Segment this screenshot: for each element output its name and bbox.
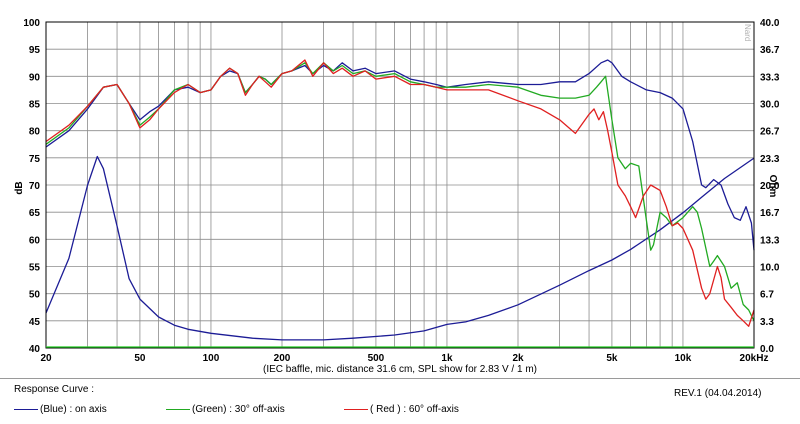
legend-label-blue: (Blue) : on axis (40, 404, 107, 415)
x-tick-label: 5k (606, 353, 618, 364)
y-tick-label: 45 (29, 317, 41, 328)
y-tick-label: 50 (29, 290, 41, 301)
series-60-deg-line (45, 59, 755, 327)
y2-tick-label: 20.0 (760, 181, 780, 192)
y2-tick-label: 23.3 (760, 154, 780, 165)
y2-tick-label: 30.0 (760, 100, 780, 111)
legend-item-green: (Green) : 30° off-axis (166, 404, 285, 415)
legend-swatch-green (166, 409, 190, 410)
legend-swatch-blue (14, 409, 38, 410)
y2-tick-label: 36.7 (760, 45, 780, 56)
y-tick-label: 100 (23, 18, 40, 29)
y-tick-label: 90 (29, 72, 41, 83)
x-tick-label: 20kHz (740, 353, 769, 364)
y2-tick-label: 33.3 (760, 72, 780, 83)
y2-tick-label: 6.7 (760, 290, 774, 301)
y-tick-label: 95 (29, 45, 41, 56)
y-tick-label: 65 (29, 208, 41, 219)
x-tick-label: 10k (675, 353, 692, 364)
x-tick-label: 500 (368, 353, 385, 364)
y-tick-label: 75 (29, 154, 41, 165)
y-axis-label: dB (14, 181, 25, 194)
y-tick-label: 80 (29, 127, 41, 138)
x-tick-label: 1k (441, 353, 453, 364)
series-layer (45, 59, 755, 341)
x-tick-label: 100 (203, 353, 220, 364)
x-tick-label: 2k (512, 353, 524, 364)
plot-frame (45, 21, 755, 349)
revision-label: REV.1 (04.04.2014) (674, 388, 762, 399)
y2-tick-label: 0.0 (760, 344, 774, 355)
y2-tick-label: 40.0 (760, 18, 780, 29)
y2-tick-label: 16.7 (760, 208, 780, 219)
x-tick-label: 50 (134, 353, 146, 364)
series-on-axis-line (45, 59, 755, 251)
x-tick-label: 200 (274, 353, 291, 364)
chart-title: Response Curve : (14, 384, 95, 395)
x-axis-caption: (IEC baffle, mic. distance 31.6 cm, SPL … (263, 364, 537, 375)
y2-tick-label: 26.7 (760, 127, 780, 138)
legend-item-red: ( Red ) : 60° off-axis (344, 404, 459, 415)
y-tick-label: 40 (29, 344, 41, 355)
legend-label-red: ( Red ) : 60° off-axis (370, 404, 459, 415)
y-tick-label: 85 (29, 100, 41, 111)
y-tick-label: 70 (29, 181, 41, 192)
y-tick-label: 55 (29, 263, 41, 274)
legend-item-blue: (Blue) : on axis (14, 404, 107, 415)
y2-tick-label: 3.3 (760, 317, 774, 328)
y2-tick-label: 13.3 (760, 235, 780, 246)
legend-swatch-red (344, 409, 368, 410)
legend-label-green: (Green) : 30° off-axis (192, 404, 285, 415)
y-tick-label: 60 (29, 235, 41, 246)
series-impedance-line (45, 155, 755, 341)
y2-tick-label: 10.0 (760, 263, 780, 274)
y2-axis-label: Ohm (767, 175, 778, 198)
x-tick-label: 20 (40, 353, 52, 364)
response-chart: 100 95 90 85 80 75 70 65 60 55 50 45 40 40.0 36.7 33.3 3… (14, 18, 780, 375)
tick-labels: 100 95 90 85 80 75 70 65 60 55 50 45 40 40.0 36.7 33.3 3… (23, 18, 780, 364)
footer-divider (0, 378, 800, 379)
watermark: Nard (743, 24, 752, 41)
